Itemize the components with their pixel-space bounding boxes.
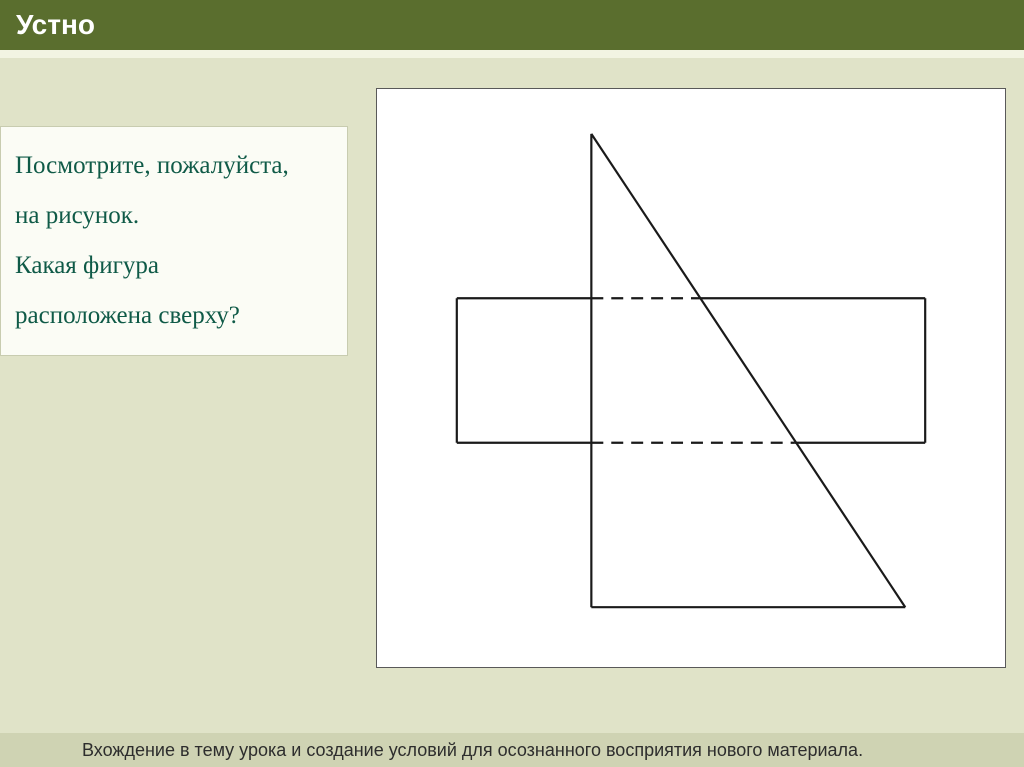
prompt-line-3: Какая фигура <box>15 241 335 291</box>
content-area: Посмотрите, пожалуйста, на рисунок. Кака… <box>0 58 1024 733</box>
prompt-line-1: Посмотрите, пожалуйста, <box>15 141 335 191</box>
footer-bar: Вхождение в тему урока и создание услови… <box>0 733 1024 767</box>
prompt-line-4: расположена сверху? <box>15 291 335 341</box>
prompt-text-box: Посмотрите, пожалуйста, на рисунок. Кака… <box>0 126 348 356</box>
prompt-line-2: на рисунок. <box>15 191 335 241</box>
slide-title: Устно <box>16 9 95 41</box>
divider-strip <box>0 50 1024 58</box>
title-bar: Устно <box>0 0 1024 50</box>
footer-text: Вхождение в тему урока и создание услови… <box>82 740 863 761</box>
figure-panel <box>376 88 1006 668</box>
geometry-figure <box>377 89 1005 667</box>
